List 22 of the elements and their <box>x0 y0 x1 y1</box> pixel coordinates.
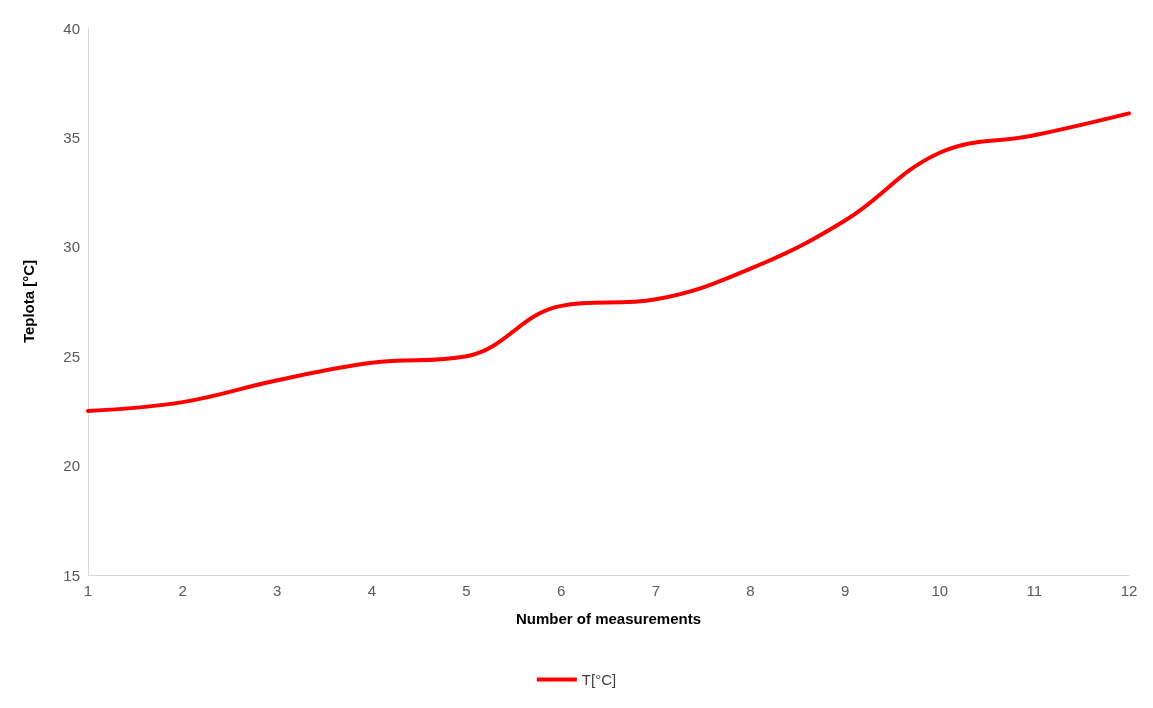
x-tick-label: 2 <box>178 582 187 599</box>
x-tick-label: 1 <box>83 582 93 599</box>
y-tick-label: 40 <box>63 19 80 37</box>
x-axis-title: Number of measurements <box>515 610 702 627</box>
y-tick-label: 25 <box>63 347 80 365</box>
x-tick-label: 6 <box>557 582 566 599</box>
y-tick-label: 35 <box>63 128 80 146</box>
x-tick-label: 12 <box>1120 582 1138 599</box>
x-tick-label: 7 <box>651 582 660 599</box>
legend-label: T[°C] <box>581 671 617 688</box>
x-tick-label: 3 <box>273 582 282 599</box>
x-tick-label: 8 <box>746 582 755 599</box>
y-tick-label: 20 <box>63 457 80 475</box>
x-tick-label: 5 <box>462 582 471 599</box>
x-tick-label: 11 <box>1026 582 1043 599</box>
x-tick-label: 10 <box>931 582 949 599</box>
x-tick-label: 9 <box>840 582 850 599</box>
y-axis-title: Teplota [°C] <box>20 259 37 344</box>
y-tick-label: 15 <box>63 566 80 584</box>
y-tick-label: 30 <box>63 238 80 256</box>
line-series <box>86 111 1131 413</box>
x-tick-label: 4 <box>367 582 377 599</box>
